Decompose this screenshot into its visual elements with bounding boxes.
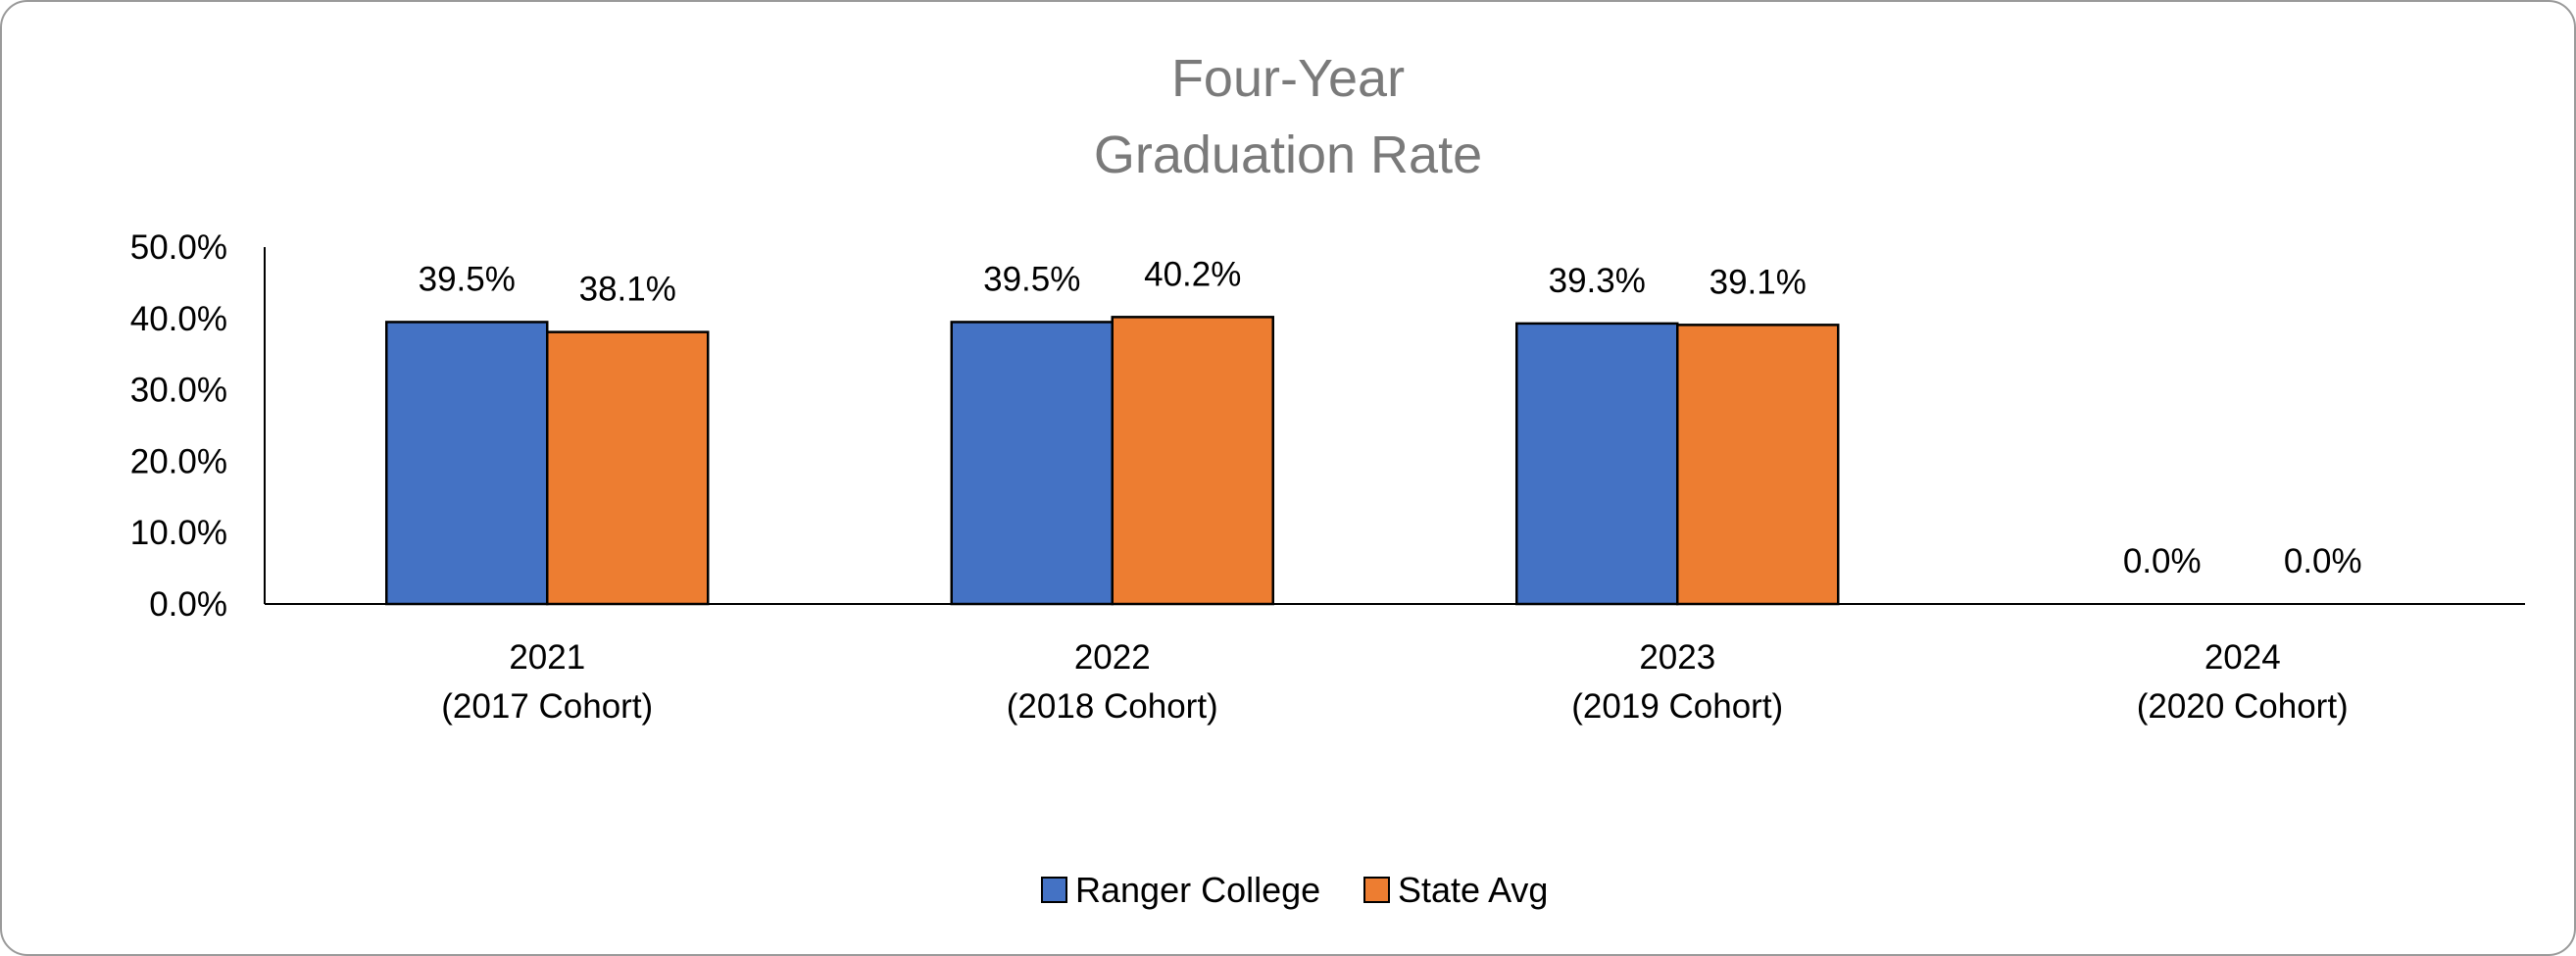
legend-swatch: [1041, 877, 1067, 903]
data-label: 0.0%: [2284, 542, 2362, 580]
legend-label: State Avg: [1398, 870, 1548, 910]
bar: [546, 330, 710, 606]
y-tick-label: 20.0%: [130, 442, 227, 480]
chart-title-line: Four-Year: [1171, 49, 1405, 108]
data-label: 39.5%: [983, 260, 1080, 298]
x-tick-label: 2023: [1639, 638, 1715, 677]
bar: [950, 321, 1114, 606]
y-tick-label: 30.0%: [130, 372, 227, 410]
x-tick-label: (2018 Cohort): [1007, 687, 1218, 726]
data-label: 0.0%: [2123, 542, 2202, 580]
x-tick-label: 2021: [509, 638, 585, 677]
bar: [385, 321, 549, 606]
x-tick-label: 2022: [1074, 638, 1151, 677]
data-label: 39.1%: [1709, 263, 1807, 301]
data-label: 39.3%: [1549, 262, 1646, 300]
chart-title-line: Graduation Rate: [1094, 126, 1482, 184]
legend-label: Ranger College: [1075, 870, 1320, 910]
bar: [1111, 316, 1274, 606]
data-label: 39.5%: [419, 260, 516, 298]
bar: [1515, 322, 1679, 606]
data-label: 38.1%: [579, 271, 676, 309]
x-tick-label: 2024: [2204, 638, 2281, 677]
y-tick-label: 10.0%: [130, 514, 227, 552]
x-tick-label: (2017 Cohort): [441, 687, 653, 726]
bar: [1676, 324, 1840, 606]
y-tick-label: 0.0%: [149, 585, 227, 624]
legend-swatch: [1363, 877, 1390, 903]
x-tick-label: (2020 Cohort): [2137, 687, 2349, 726]
x-tick-label: (2019 Cohort): [1571, 687, 1783, 726]
y-tick-label: 50.0%: [130, 228, 227, 267]
data-label: 40.2%: [1144, 255, 1241, 293]
y-tick-label: 40.0%: [130, 300, 227, 338]
